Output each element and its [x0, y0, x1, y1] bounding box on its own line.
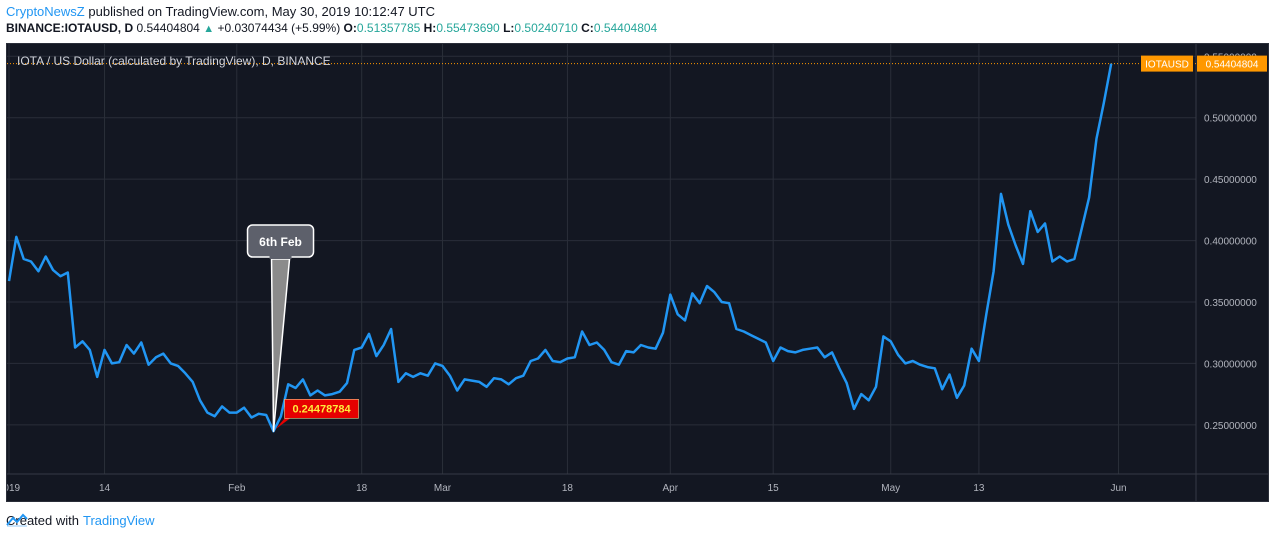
- low-label: L:: [503, 21, 515, 35]
- x-tick-label: 2019: [7, 483, 21, 494]
- y-tick-label: 0.45000000: [1204, 175, 1257, 186]
- author-link[interactable]: CryptoNewsZ: [6, 4, 85, 19]
- change-value: +0.03074434 (+5.99%): [217, 21, 341, 35]
- close-label: C:: [581, 21, 594, 35]
- close-value: 0.54404804: [593, 21, 658, 35]
- open-label: O:: [343, 21, 357, 35]
- tradingview-logo-icon: [6, 513, 28, 527]
- x-tick-label: Feb: [228, 483, 246, 494]
- callout-text: 6th Feb: [259, 235, 302, 249]
- y-tick-label: 0.40000000: [1204, 237, 1257, 248]
- footer: Created with TradingView: [6, 513, 155, 528]
- up-arrow-icon: ▲: [203, 23, 215, 35]
- last-price: 0.54404804: [136, 21, 200, 35]
- ohlc-bar: BINANCE:IOTAUSD, D 0.54404804 ▲ +0.03074…: [6, 21, 657, 35]
- high-label: H:: [423, 21, 437, 35]
- callout-joint: [269, 254, 292, 259]
- symbol-tag-label: IOTAUSD: [1145, 60, 1189, 71]
- current-price-label: 0.54404804: [1206, 60, 1259, 71]
- publish-info: CryptoNewsZ published on TradingView.com…: [6, 4, 435, 19]
- high-value: 0.55473690: [436, 21, 500, 35]
- low-value: 0.50240710: [514, 21, 578, 35]
- x-tick-label: 15: [768, 483, 780, 494]
- x-tick-label: 13: [973, 483, 985, 494]
- y-tick-label: 0.50000000: [1204, 114, 1257, 125]
- symbol-tag: [1141, 55, 1193, 72]
- x-tick-label: Apr: [663, 483, 679, 494]
- chart-title: IOTA / US Dollar (calculated by TradingV…: [17, 54, 331, 68]
- x-tick-label: 18: [562, 483, 574, 494]
- low-price-tag: [284, 399, 359, 419]
- y-tick-label: 0.25000000: [1204, 421, 1257, 432]
- x-tick-label: 18: [356, 483, 368, 494]
- tradingview-link[interactable]: TradingView: [82, 513, 155, 528]
- y-tick-label: 0.30000000: [1204, 359, 1257, 370]
- x-tick-label: Mar: [434, 483, 452, 494]
- x-tick-label: 14: [99, 483, 111, 494]
- y-tick-label: 0.35000000: [1204, 298, 1257, 309]
- published-text: published on TradingView.com, May 30, 20…: [88, 4, 436, 19]
- low-price-label: 0.24478784: [292, 403, 351, 415]
- symbol-label: BINANCE:IOTAUSD, D: [6, 21, 134, 35]
- chart-area[interactable]: 0.25000000 0.30000000 0.35000000 0.40000000…: [6, 43, 1269, 502]
- open-value: 0.51357785: [356, 21, 421, 35]
- price-chart[interactable]: 0.25000000 0.30000000 0.35000000 0.40000000…: [7, 44, 1268, 501]
- x-tick-label: May: [881, 483, 900, 494]
- current-price-tag: [1197, 55, 1267, 72]
- low-tag-pointer: [275, 417, 292, 430]
- x-tick-label: Jun: [1110, 483, 1126, 494]
- price-line[interactable]: [7, 63, 1113, 433]
